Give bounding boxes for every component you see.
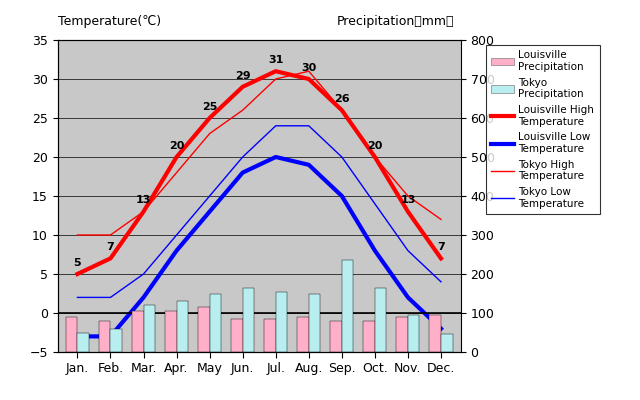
Bar (264, 319, 276, 352)
Text: 7: 7 (107, 242, 115, 252)
Bar (276, 292, 287, 352)
Bar (165, 311, 177, 352)
Text: Temperature(℃): Temperature(℃) (58, 15, 161, 28)
Bar (198, 307, 210, 352)
Bar (297, 317, 308, 352)
Text: 20: 20 (367, 141, 383, 151)
Text: 20: 20 (169, 141, 184, 151)
Bar (308, 294, 321, 352)
Text: 13: 13 (136, 195, 151, 205)
Bar (99, 321, 111, 352)
Text: 31: 31 (268, 55, 284, 65)
Bar (210, 294, 221, 352)
Bar (330, 321, 342, 352)
Text: 30: 30 (301, 63, 316, 73)
Bar (396, 317, 408, 352)
Text: 13: 13 (400, 195, 415, 205)
Bar (231, 319, 243, 352)
Legend: Louisville
Precipitation, Tokyo
Precipitation, Louisville High
Temperature, Loui: Louisville Precipitation, Tokyo Precipit… (486, 45, 600, 214)
Text: 26: 26 (334, 94, 349, 104)
Bar (441, 334, 452, 352)
Text: 7: 7 (437, 242, 445, 252)
Bar (364, 321, 375, 352)
Bar (66, 317, 77, 352)
Bar (132, 311, 143, 352)
Bar (342, 260, 353, 352)
Bar (111, 329, 122, 352)
Text: Precipitation（mm）: Precipitation（mm） (337, 15, 454, 28)
Text: 5: 5 (74, 258, 81, 268)
Bar (243, 288, 254, 352)
Text: 29: 29 (235, 70, 250, 80)
Bar (429, 315, 441, 352)
Bar (177, 301, 188, 352)
Bar (77, 332, 89, 352)
Text: 25: 25 (202, 102, 218, 112)
Bar (143, 305, 155, 352)
Bar (375, 288, 387, 352)
Bar (408, 315, 419, 352)
